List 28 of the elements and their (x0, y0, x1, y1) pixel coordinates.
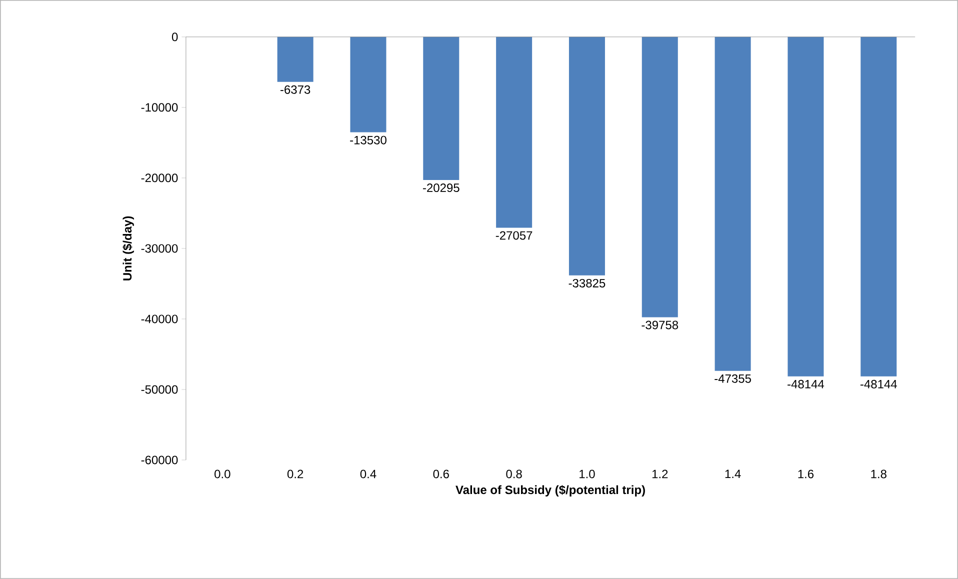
x-tick-label: 0.0 (214, 470, 230, 478)
x-tick-label: 0.2 (287, 470, 304, 478)
x-tick-label: 1.6 (798, 470, 814, 478)
data-label: -20295 (422, 184, 460, 192)
y-tick-label: 0 (172, 32, 178, 42)
data-label: -13530 (350, 136, 386, 144)
data-label: -48144 (860, 380, 897, 388)
x-tick-label: 0.4 (360, 470, 376, 478)
data-label: -6373 (280, 85, 310, 94)
data-label: -48144 (788, 380, 824, 388)
x-tick-label: 1.0 (580, 470, 595, 478)
y-tick-label: -60000 (141, 456, 178, 464)
y-axis-title: Unit ($/day) (122, 216, 134, 280)
x-tick-label: 1.2 (652, 470, 668, 478)
data-label: -27057 (496, 231, 532, 240)
y-tick-label: -50000 (141, 385, 178, 394)
x-tick-label: 0.8 (506, 470, 522, 478)
y-tick-label: -20000 (141, 174, 178, 182)
x-tick-label: 0.6 (433, 470, 449, 478)
data-label: -39758 (642, 320, 678, 330)
x-tick-label: 1.4 (725, 470, 741, 478)
y-tick-label: -30000 (141, 244, 178, 253)
y-tick-label: -40000 (141, 314, 178, 324)
y-tick-label: -10000 (141, 103, 178, 112)
x-axis-title: Value of Subsidy ($/potential trip) (456, 485, 645, 497)
data-label: -47355 (714, 374, 751, 383)
x-tick-label: 1.8 (871, 470, 886, 478)
data-label: -33825 (568, 278, 606, 288)
